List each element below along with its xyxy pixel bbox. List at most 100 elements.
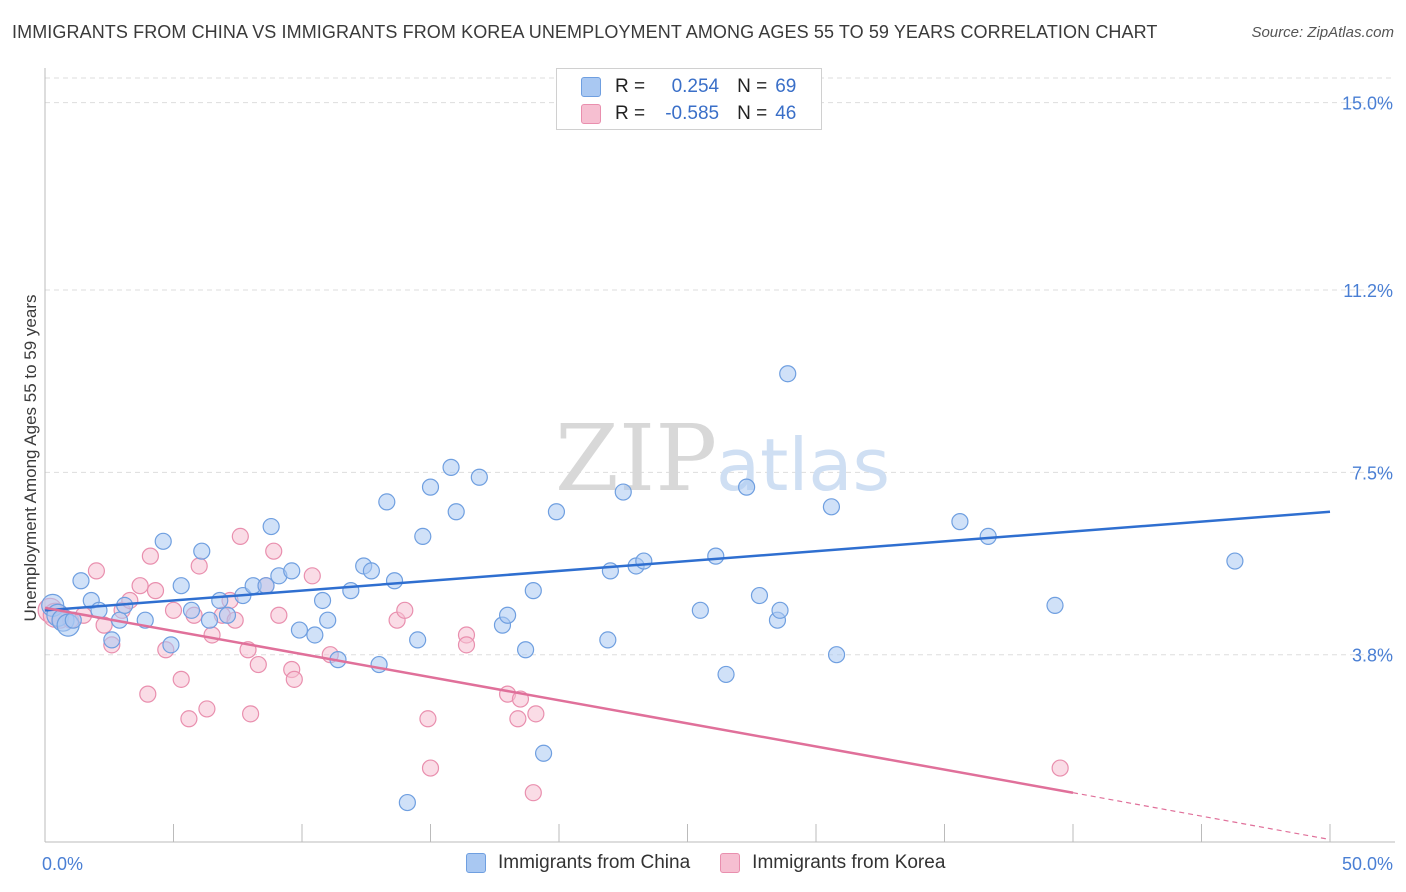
y-tick-label: 3.8% bbox=[1352, 646, 1393, 666]
korea-point bbox=[1051, 759, 1069, 777]
correlation-legend: R = 0.254 N = 69 R = -0.585 N = 46 bbox=[556, 68, 822, 130]
korea-point bbox=[285, 670, 303, 688]
legend-swatch-china bbox=[581, 77, 601, 97]
china-point bbox=[218, 606, 237, 624]
y-tick-label: 11.2% bbox=[1343, 281, 1393, 301]
korea-point bbox=[139, 685, 157, 703]
china-trend-line bbox=[44, 510, 1331, 612]
series-swatch-china bbox=[466, 853, 486, 873]
korea-point bbox=[231, 527, 249, 546]
china-point bbox=[470, 468, 488, 486]
korea-point bbox=[265, 542, 283, 560]
china-point bbox=[154, 532, 172, 550]
china-point bbox=[717, 665, 735, 684]
china-point bbox=[313, 591, 332, 610]
china-point bbox=[442, 458, 460, 476]
china-point bbox=[1226, 552, 1244, 570]
china-point bbox=[599, 631, 617, 649]
china-point bbox=[951, 513, 969, 531]
y-tick-label: 7.5% bbox=[1352, 463, 1393, 483]
y-tick-label: 15.0% bbox=[1342, 94, 1393, 114]
korea-point bbox=[242, 705, 260, 723]
china-point bbox=[1046, 596, 1064, 615]
china-point bbox=[306, 626, 324, 644]
legend-n-korea: 46 bbox=[775, 103, 797, 124]
china-point bbox=[534, 744, 553, 762]
series-swatch-korea bbox=[720, 853, 741, 873]
china-point bbox=[614, 483, 632, 501]
korea-point bbox=[457, 636, 476, 654]
legend-n-china: 69 bbox=[775, 76, 797, 97]
china-point bbox=[319, 611, 337, 629]
china-point bbox=[414, 527, 432, 546]
china-point bbox=[771, 601, 789, 619]
korea-point bbox=[146, 582, 165, 600]
china-point bbox=[182, 601, 201, 619]
china-point bbox=[342, 582, 360, 600]
legend-r-label: R = bbox=[615, 76, 646, 97]
china-point bbox=[499, 606, 517, 624]
series-legend: Immigrants from China Immigrants from Ko… bbox=[466, 852, 975, 874]
china-point bbox=[398, 793, 416, 812]
china-point bbox=[779, 365, 797, 383]
korea-point bbox=[164, 601, 183, 619]
legend-n-label: N = bbox=[737, 76, 768, 97]
china-point bbox=[691, 601, 709, 619]
y-axis-label: Unemployment Among Ages 55 to 59 years bbox=[21, 295, 40, 622]
china-point bbox=[72, 572, 90, 590]
trend-lines bbox=[44, 510, 1331, 841]
watermark-zip: ZIP bbox=[555, 405, 717, 512]
korea-point bbox=[172, 670, 190, 688]
china-point bbox=[200, 611, 219, 629]
legend-r-label: R = bbox=[615, 103, 646, 124]
china-point bbox=[378, 493, 396, 511]
korea-trend-extension bbox=[1072, 792, 1331, 841]
korea-point bbox=[180, 710, 198, 728]
legend-r-china: 0.254 bbox=[671, 76, 720, 97]
china-point bbox=[516, 641, 535, 659]
china-point bbox=[421, 478, 440, 496]
korea-point bbox=[249, 655, 267, 674]
x-tick-label: 0.0% bbox=[42, 854, 83, 874]
china-point bbox=[524, 582, 542, 600]
legend-n-label: N = bbox=[737, 103, 768, 124]
china-point bbox=[822, 498, 841, 516]
china-point bbox=[827, 646, 846, 664]
legend-swatch-korea bbox=[581, 104, 601, 124]
axes bbox=[44, 68, 1395, 843]
china-point bbox=[750, 586, 769, 605]
tick-labels: 3.8% 7.5% 11.2% 15.0% 0.0% 50.0% bbox=[42, 94, 1393, 874]
china-point bbox=[283, 562, 301, 580]
korea-point bbox=[396, 601, 414, 619]
korea-trend-line bbox=[44, 606, 1074, 794]
china-point bbox=[162, 636, 180, 654]
grid bbox=[45, 77, 1395, 656]
korea-point bbox=[527, 705, 545, 723]
china-point bbox=[738, 478, 756, 496]
china-point bbox=[290, 621, 309, 639]
korea-points bbox=[37, 527, 1069, 802]
series-legend-china: Immigrants from China bbox=[466, 852, 690, 874]
korea-point bbox=[421, 759, 440, 777]
china-point bbox=[447, 503, 465, 521]
china-point bbox=[707, 547, 725, 565]
china-point bbox=[193, 542, 211, 560]
korea-point bbox=[419, 710, 437, 728]
china-point bbox=[362, 562, 380, 580]
china-point bbox=[547, 503, 566, 521]
china-point bbox=[385, 572, 404, 590]
series-label-korea: Immigrants from Korea bbox=[752, 852, 946, 873]
china-point bbox=[172, 577, 190, 595]
legend-row-china: R = 0.254 N = 69 bbox=[581, 74, 796, 100]
korea-point bbox=[524, 784, 542, 802]
series-label-china: Immigrants from China bbox=[498, 852, 691, 873]
series-legend-korea: Immigrants from Korea bbox=[720, 852, 945, 874]
korea-point bbox=[141, 547, 159, 565]
korea-point bbox=[203, 626, 221, 644]
korea-point bbox=[303, 567, 321, 585]
korea-point bbox=[198, 700, 216, 718]
china-point bbox=[103, 631, 121, 649]
china-point bbox=[409, 631, 427, 649]
legend-r-korea: -0.585 bbox=[665, 103, 720, 124]
